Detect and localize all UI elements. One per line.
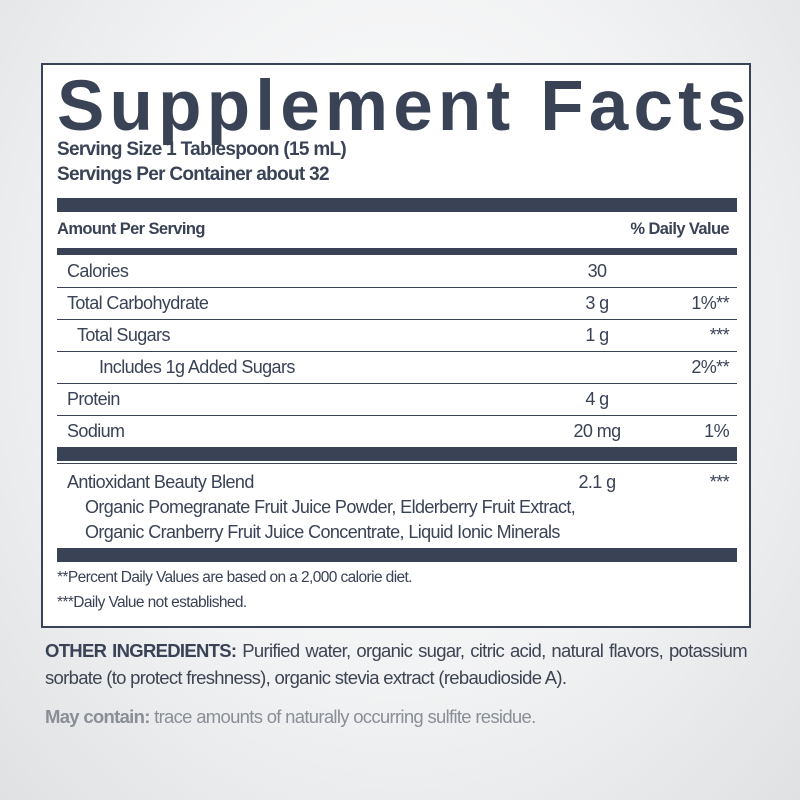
nutrient-name: Includes 1g Added Sugars bbox=[99, 357, 295, 377]
nutrient-row: Includes 1g Added Sugars 2%** bbox=[57, 351, 737, 384]
nutrient-amount: 4 g bbox=[585, 389, 609, 409]
blend-ingredients-line-2: Organic Cranberry Fruit Juice Concentrat… bbox=[85, 522, 560, 542]
nutrient-row: Protein 4 g bbox=[57, 383, 737, 416]
nutrient-dv: 1% bbox=[704, 421, 729, 441]
header-daily-value: % Daily Value bbox=[630, 220, 729, 238]
may-contain-label: May contain: bbox=[45, 706, 150, 727]
may-contain-text: trace amounts of naturally occurring sul… bbox=[154, 706, 536, 727]
blend-name: Antioxidant Beauty Blend bbox=[67, 472, 254, 492]
nutrient-amount: 20 mg bbox=[573, 421, 621, 441]
footnote-not-established: ***Daily Value not established. bbox=[57, 594, 247, 611]
nutrient-dv: 2%** bbox=[691, 357, 729, 377]
may-contain: May contain: trace amounts of naturally … bbox=[45, 706, 536, 728]
nutrient-name: Sodium bbox=[67, 421, 125, 441]
supplement-facts-panel: Supplement Facts Serving Size 1 Tablespo… bbox=[41, 63, 751, 628]
header-amount-per-serving: Amount Per Serving bbox=[57, 220, 205, 238]
nutrient-dv: *** bbox=[709, 325, 730, 345]
nutrient-row: Sodium 20 mg 1% bbox=[57, 415, 737, 447]
thick-divider bbox=[57, 198, 737, 212]
blend-ingredients-line-1: Organic Pomegranate Fruit Juice Powder, … bbox=[85, 497, 576, 517]
nutrient-amount: 30 bbox=[587, 261, 607, 281]
thick-divider bbox=[57, 447, 737, 461]
nutrient-amount: 1 g bbox=[585, 325, 609, 345]
nutrient-name: Calories bbox=[67, 261, 129, 281]
servings-per-container: Servings Per Container about 32 bbox=[57, 164, 330, 185]
nutrient-name: Total Sugars bbox=[77, 325, 170, 345]
nutrient-dv: 1%** bbox=[691, 293, 729, 313]
blend-row: Antioxidant Beauty Blend 2.1 g *** bbox=[57, 466, 737, 498]
blend-amount: 2.1 g bbox=[578, 472, 616, 492]
nutrient-row: Calories 30 bbox=[57, 255, 737, 288]
nutrient-name: Protein bbox=[67, 389, 120, 409]
other-ingredients: OTHER INGREDIENTS: Purified water, organ… bbox=[45, 637, 748, 691]
other-ingredients-label: OTHER INGREDIENTS: bbox=[45, 640, 237, 661]
medium-divider bbox=[57, 248, 737, 255]
serving-size: Serving Size 1 Tablespoon (15 mL) bbox=[57, 139, 347, 160]
panel-title: Supplement Facts bbox=[57, 67, 752, 146]
thick-divider bbox=[57, 548, 737, 562]
other-ingredients-text: Purified water, organic sugar, citric ac… bbox=[45, 640, 748, 688]
nutrient-row: Total Sugars 1 g *** bbox=[57, 319, 737, 352]
footnote-daily-values: **Percent Daily Values are based on a 2,… bbox=[57, 569, 413, 586]
nutrient-amount: 3 g bbox=[585, 293, 609, 313]
thin-divider bbox=[57, 463, 737, 464]
nutrient-row: Total Carbohydrate 3 g 1%** bbox=[57, 287, 737, 320]
blend-dv: *** bbox=[709, 472, 730, 492]
nutrient-name: Total Carbohydrate bbox=[67, 293, 209, 313]
